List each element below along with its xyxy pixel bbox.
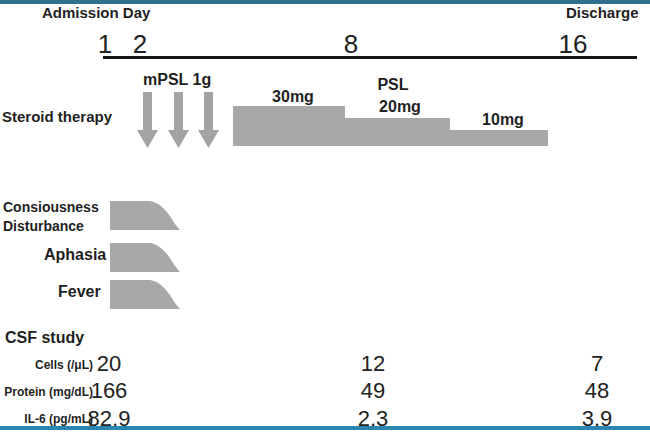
symptom-duration-bar	[110, 280, 180, 309]
symptom-label-fever: Fever	[58, 283, 101, 301]
clinical-course-figure: Admission Day Discharge 1 2 8 16 mPSL 1g…	[0, 0, 650, 432]
discharge-label: Discharge	[566, 4, 639, 21]
psl-taper-bar-10mg	[450, 130, 548, 146]
psl-taper-bar-20mg	[345, 118, 450, 146]
down-arrow-icon	[168, 92, 189, 148]
admission-day-label: Admission Day	[42, 4, 150, 21]
symptom-duration-bar	[110, 243, 180, 272]
top-border-line	[0, 0, 650, 4]
csf-value-cells-day16: 7	[555, 351, 639, 377]
psl-taper-bar-30mg	[233, 106, 345, 146]
steroid-therapy-label: Steroid therapy	[2, 108, 112, 125]
down-arrow-icon	[137, 92, 158, 148]
dose-label-20mg: 20mg	[370, 98, 430, 116]
psl-label: PSL	[363, 76, 423, 94]
csf-value-cells-day1: 20	[67, 351, 151, 377]
csf-value-protein-day8: 49	[331, 378, 415, 404]
symptom-label-consciousness-line1: Consiousness	[3, 199, 99, 215]
symptom-label-aphasia: Aphasia	[44, 246, 106, 264]
dose-label-30mg: 30mg	[263, 88, 323, 106]
dose-label-10mg: 10mg	[473, 111, 533, 129]
csf-value-cells-day8: 12	[331, 351, 415, 377]
csf-study-heading: CSF study	[5, 329, 84, 347]
bottom-border-line	[0, 426, 650, 430]
mpsl-pulse-label: mPSL 1g	[143, 71, 211, 89]
down-arrow-icon	[198, 92, 219, 148]
csf-value-protein-day1: 166	[67, 378, 151, 404]
csf-value-protein-day16: 48	[555, 378, 639, 404]
timeline-axis	[103, 56, 637, 59]
symptom-duration-bar	[110, 201, 180, 230]
symptom-label-consciousness-line2: Disturbance	[3, 218, 84, 234]
